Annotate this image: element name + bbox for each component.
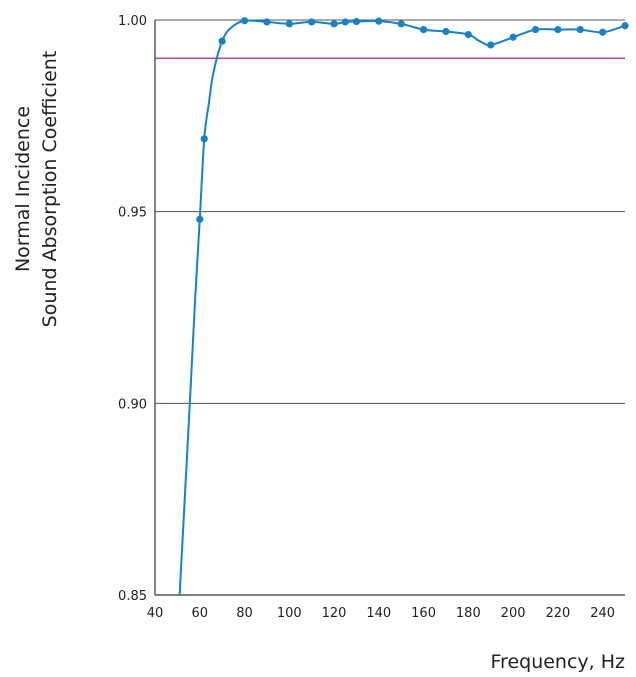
data-point-7 <box>330 20 338 28</box>
data-point-5 <box>285 20 293 28</box>
data-point-21 <box>621 22 629 30</box>
y-tick-label-0: 0.85 <box>118 589 147 604</box>
y-axis-title-line-1: Normal Incidence <box>12 106 34 272</box>
x-tick-label-4: 120 <box>322 606 347 621</box>
axes <box>154 20 625 596</box>
data-point-6 <box>308 18 316 26</box>
data-point-19 <box>576 25 584 34</box>
x-tick-label-3: 100 <box>277 606 302 621</box>
x-tick-label-8: 200 <box>501 606 526 621</box>
x-tick-label-1: 60 <box>191 606 208 621</box>
y-tick-label-1: 0.90 <box>118 397 147 412</box>
x-tick-label-9: 220 <box>545 606 570 621</box>
x-tick-label-0: 40 <box>147 606 164 621</box>
x-tick-labels: 40 60 80 100 120 140 160 180 200 220 240 <box>147 606 615 621</box>
y-axis-title: Normal Incidence Sound Absorption Coeffi… <box>12 51 61 328</box>
data-point-18 <box>554 25 562 34</box>
data-point-14 <box>464 30 472 39</box>
data-point-1 <box>200 135 208 143</box>
x-tick-label-5: 140 <box>366 606 391 621</box>
x-tick-label-10: 240 <box>590 606 615 621</box>
data-point-17 <box>531 25 540 34</box>
data-point-3 <box>240 17 249 25</box>
y-tick-labels: 0.85 0.90 0.95 1.00 <box>118 14 147 604</box>
x-tick-label-7: 180 <box>456 606 481 621</box>
data-point-11 <box>397 20 405 28</box>
gridlines <box>155 19 625 404</box>
y-axis-title-line-2: Sound Absorption Coefficient <box>39 51 61 328</box>
y-tick-label-2: 0.95 <box>118 206 147 221</box>
data-point-9 <box>352 17 361 26</box>
data-point-13 <box>442 27 450 36</box>
series-layer <box>178 17 629 596</box>
data-point-10 <box>375 17 383 25</box>
x-axis-title: Frequency, Hz <box>491 651 626 673</box>
data-point-15 <box>487 41 495 49</box>
data-point-12 <box>419 25 428 34</box>
data-point-8 <box>341 18 349 26</box>
data-point-16 <box>509 33 517 41</box>
x-tick-label-2: 80 <box>236 606 253 621</box>
data-point-2 <box>218 37 226 45</box>
data-point-20 <box>599 28 607 36</box>
data-point-0 <box>196 215 204 223</box>
x-tick-label-6: 160 <box>411 606 436 621</box>
data-point-4 <box>263 18 271 26</box>
series-line-0 <box>178 19 626 596</box>
y-tick-label-3: 1.00 <box>118 14 147 29</box>
